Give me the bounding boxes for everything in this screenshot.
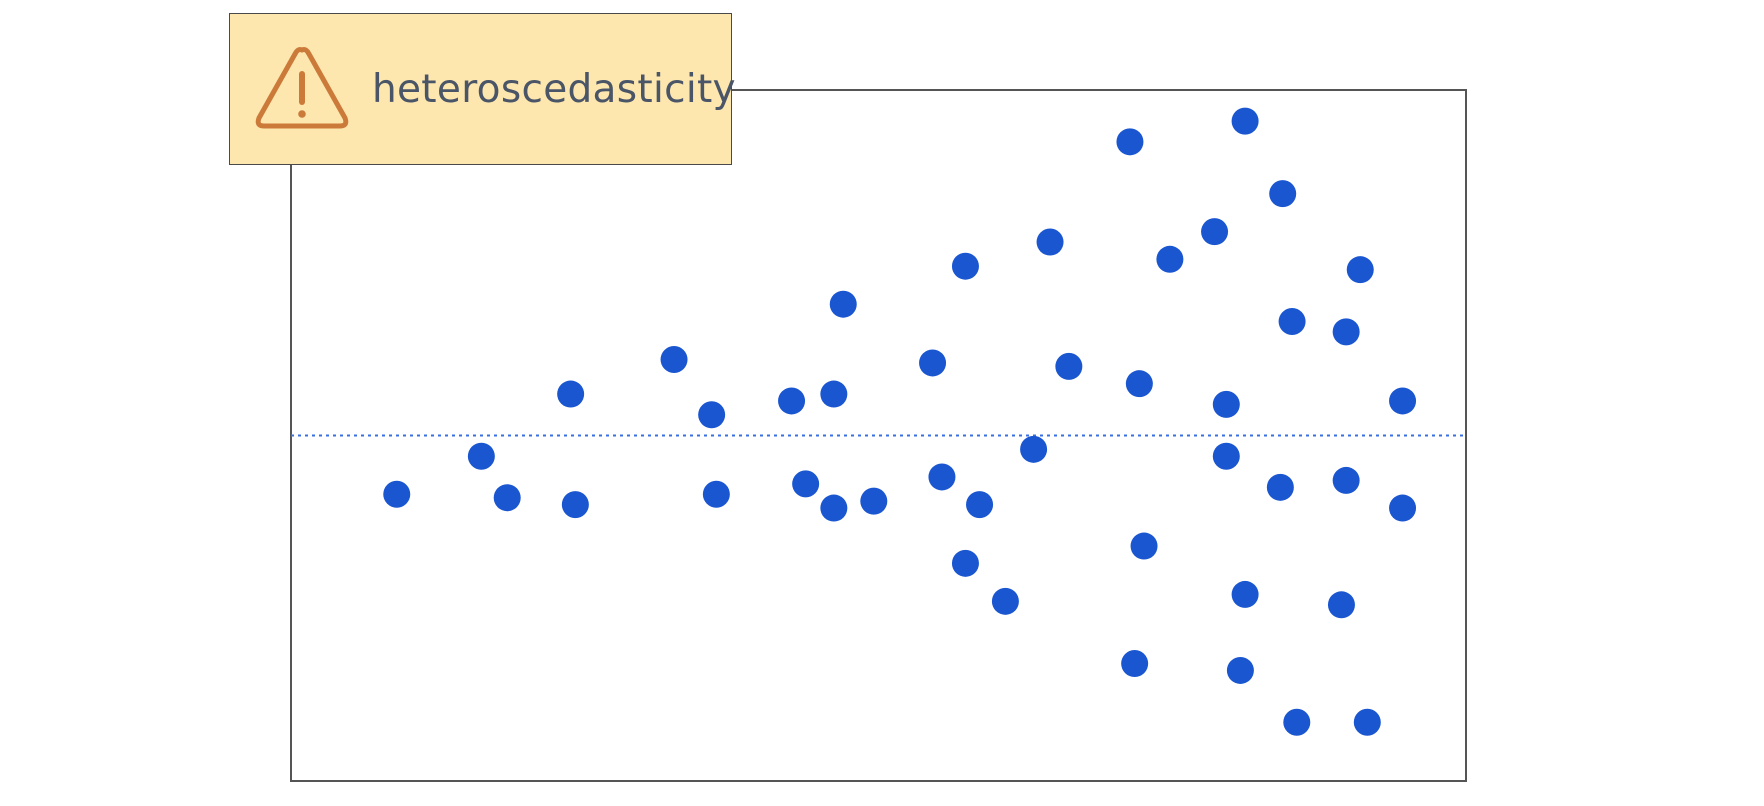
scatter-point-17 <box>951 252 979 280</box>
scatter-point-27 <box>1130 532 1158 560</box>
scatter-point-35 <box>1269 180 1297 208</box>
scatter-points <box>383 107 1417 736</box>
heteroscedasticity-callout: heteroscedasticity <box>229 13 736 165</box>
scatter-point-33 <box>1231 580 1259 608</box>
scatter-point-34 <box>1226 656 1254 684</box>
scatter-point-44 <box>1389 387 1417 415</box>
scatter-point-28 <box>1156 245 1184 273</box>
scatter-point-5 <box>561 491 589 519</box>
scatter-point-10 <box>792 470 820 498</box>
scatter-point-1 <box>383 480 411 508</box>
scatter-point-12 <box>820 494 848 522</box>
scatter-point-8 <box>702 480 730 508</box>
callout-label: heteroscedasticity <box>372 66 736 112</box>
scatter-point-9 <box>778 387 806 415</box>
scatter-point-41 <box>1327 591 1355 619</box>
scatter-point-23 <box>1055 352 1083 380</box>
scatter-point-37 <box>1266 473 1294 501</box>
scatter-point-13 <box>829 290 857 318</box>
scatter-point-25 <box>1125 370 1153 398</box>
scatter-point-7 <box>698 401 726 429</box>
scatter-point-32 <box>1231 107 1259 135</box>
scatter-point-14 <box>860 487 888 515</box>
scatter-point-29 <box>1201 218 1229 246</box>
scatter-point-11 <box>820 380 848 408</box>
scatter-point-43 <box>1353 708 1381 736</box>
scatter-point-24 <box>1116 128 1144 156</box>
scatter-point-2 <box>467 442 495 470</box>
scatter-point-21 <box>1020 435 1048 463</box>
scatter-point-38 <box>1283 708 1311 736</box>
scatter-point-20 <box>991 587 1019 615</box>
scatter-point-36 <box>1278 307 1306 335</box>
scatter-point-18 <box>951 549 979 577</box>
scatter-point-16 <box>928 463 956 491</box>
scatter-point-39 <box>1332 318 1360 346</box>
scatter-point-3 <box>493 484 521 512</box>
scatter-point-45 <box>1389 494 1417 522</box>
scatter-point-4 <box>557 380 585 408</box>
scatter-point-15 <box>919 349 947 377</box>
scatter-point-6 <box>660 345 688 373</box>
scatter-point-26 <box>1121 650 1149 678</box>
scatter-point-22 <box>1036 228 1064 256</box>
scatter-point-19 <box>966 491 994 519</box>
scatter-point-31 <box>1212 442 1240 470</box>
scatter-point-42 <box>1346 256 1374 284</box>
warning-triangle-icon <box>255 47 349 129</box>
scatter-point-40 <box>1332 466 1360 494</box>
scatter-point-30 <box>1212 390 1240 418</box>
